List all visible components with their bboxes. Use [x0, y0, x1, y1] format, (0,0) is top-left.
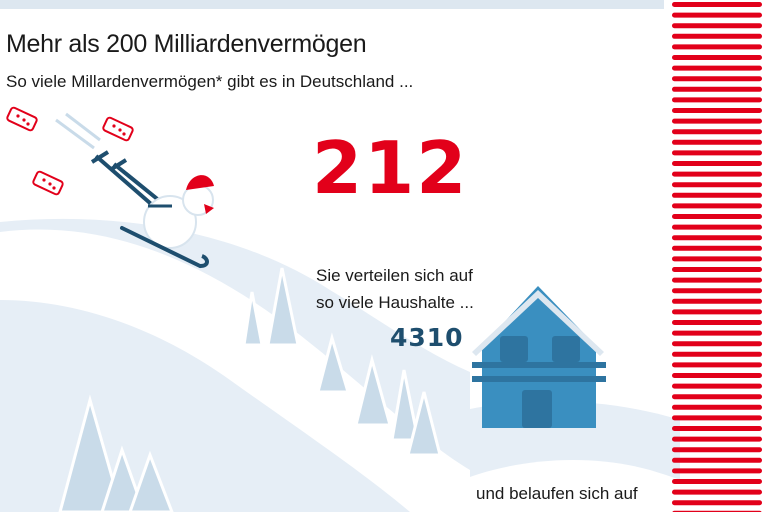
stripe — [672, 108, 762, 113]
stripe — [672, 500, 762, 506]
stripe — [672, 65, 762, 71]
front-circle — [410, 460, 740, 512]
skiing-snowman-icon — [55, 112, 214, 268]
stripe — [672, 288, 762, 294]
stripe — [672, 383, 762, 389]
stripe — [672, 330, 762, 336]
stripe — [672, 12, 762, 18]
stripe — [672, 457, 762, 463]
stripe — [672, 97, 762, 103]
stripe — [672, 118, 762, 124]
households-text-line1: Sie verteilen sich auf — [316, 266, 473, 285]
stripe — [672, 55, 762, 60]
stripe — [672, 267, 762, 272]
stripe — [672, 192, 762, 198]
stripe — [672, 320, 762, 325]
stripe — [672, 235, 762, 241]
stripe — [672, 139, 762, 145]
stripe — [672, 171, 762, 177]
continuation-text: und belaufen sich auf — [476, 484, 638, 503]
stripe — [672, 129, 762, 135]
household-count: 4310 — [390, 323, 464, 352]
stripe — [672, 182, 762, 188]
stripe — [672, 277, 762, 283]
tree-icon — [58, 267, 442, 512]
stripe — [672, 351, 762, 357]
stripe — [672, 2, 762, 7]
stripe — [672, 224, 762, 230]
stripe — [672, 203, 762, 209]
stripe — [672, 362, 762, 368]
billionaire-count: 212 — [312, 126, 469, 210]
stripe — [672, 23, 762, 29]
stripe — [672, 161, 762, 166]
stripe — [672, 373, 762, 378]
stripe — [672, 86, 762, 92]
households-text-line2: so viele Haushalte ... — [316, 293, 474, 312]
stripe — [672, 245, 762, 251]
stripe — [672, 256, 762, 262]
households-text: Sie verteilen sich auf so viele Haushalt… — [316, 262, 474, 316]
stripe — [672, 468, 762, 474]
striped-bar — [672, 2, 762, 512]
page-title: Mehr als 200 Milliardenvermögen — [6, 30, 367, 58]
top-bar — [0, 0, 664, 9]
stripe — [672, 415, 762, 421]
page-subtitle: So viele Millardenvermögen* gibt es in D… — [6, 72, 414, 91]
stripe — [672, 309, 762, 315]
stripe — [672, 447, 762, 453]
stripe — [672, 436, 762, 442]
stripe — [672, 298, 762, 304]
stripe — [672, 479, 762, 484]
banknote-icon — [6, 106, 134, 196]
stripe — [672, 341, 762, 347]
stripe — [672, 76, 762, 82]
stripe — [672, 33, 762, 39]
stripe — [672, 150, 762, 156]
stripe — [672, 489, 762, 495]
stripe — [672, 394, 762, 400]
stripe — [672, 426, 762, 431]
stripe — [672, 404, 762, 410]
stripe — [672, 44, 762, 50]
house-icon — [472, 264, 606, 428]
stripe — [672, 214, 762, 219]
